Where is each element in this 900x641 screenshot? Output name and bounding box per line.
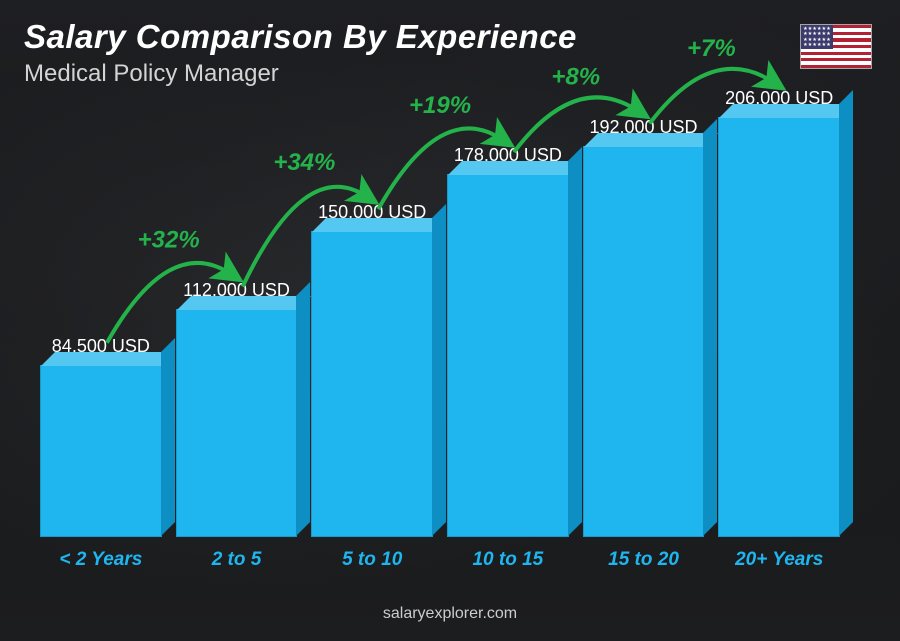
bar-category-label: 20+ Years xyxy=(735,549,823,571)
bar-group: 112,000 USD2 to 5 xyxy=(176,280,298,571)
bar-chart: 84,500 USD< 2 Years112,000 USD2 to 5150,… xyxy=(40,111,840,571)
bar xyxy=(583,146,705,537)
us-flag-icon: ★★★★★★ ★★★★★★ ★★★★★★ ★★★★★★ xyxy=(800,24,872,69)
bar xyxy=(718,117,840,537)
bar-group: 84,500 USD< 2 Years xyxy=(40,336,162,571)
bar xyxy=(40,365,162,537)
bar xyxy=(176,309,298,537)
bar xyxy=(447,174,569,537)
growth-percent-label: +7% xyxy=(687,35,736,62)
bar-category-label: 15 to 20 xyxy=(608,549,679,571)
bar-category-label: 2 to 5 xyxy=(212,549,262,571)
bar-group: 178,000 USD10 to 15 xyxy=(447,145,569,571)
bar-category-label: < 2 Years xyxy=(59,549,142,571)
chart-title: Salary Comparison By Experience xyxy=(24,18,577,56)
header: Salary Comparison By Experience Medical … xyxy=(24,18,577,88)
bar-group: 150,000 USD5 to 10 xyxy=(311,202,433,571)
infographic-container: Salary Comparison By Experience Medical … xyxy=(0,0,900,641)
footer-attribution: salaryexplorer.com xyxy=(0,605,900,623)
bar xyxy=(311,231,433,537)
bar-category-label: 10 to 15 xyxy=(472,549,543,571)
bar-group: 206,000 USD20+ Years xyxy=(718,88,840,571)
bar-group: 192,000 USD15 to 20 xyxy=(583,117,705,571)
chart-subtitle: Medical Policy Manager xyxy=(24,60,577,88)
bar-category-label: 5 to 10 xyxy=(342,549,402,571)
